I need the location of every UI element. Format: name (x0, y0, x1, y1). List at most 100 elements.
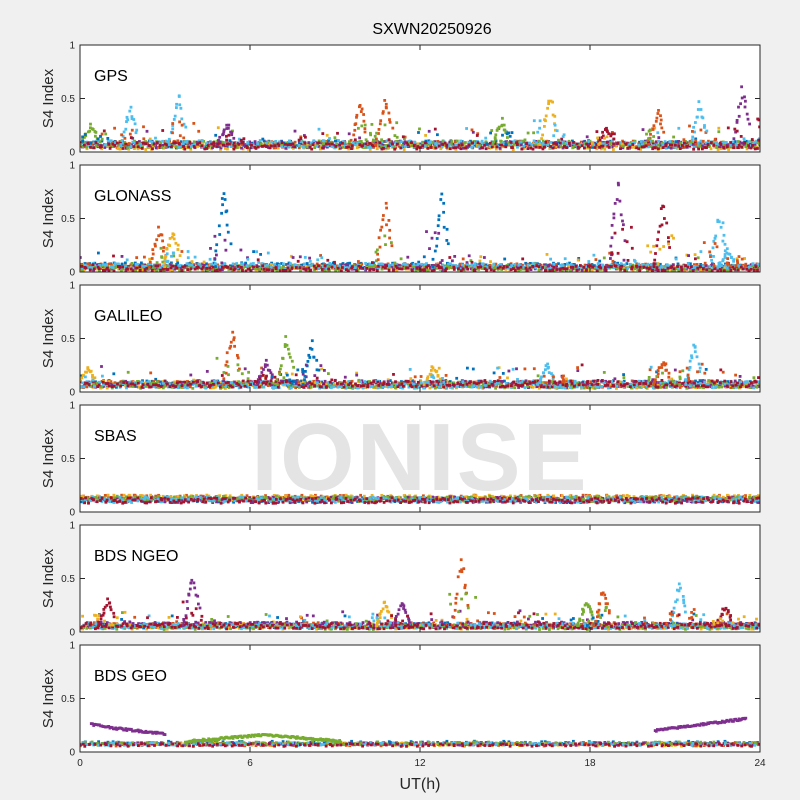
data-point (190, 263, 194, 267)
data-point (470, 260, 474, 264)
data-point (147, 267, 150, 270)
data-point (504, 145, 508, 149)
data-point (279, 266, 282, 269)
data-point (455, 376, 459, 380)
data-point (273, 141, 277, 145)
data-point (350, 144, 354, 148)
data-point (218, 268, 222, 272)
data-point (115, 385, 118, 389)
data-point (441, 382, 445, 386)
data-point (657, 147, 660, 151)
data-point (694, 121, 697, 124)
data-point (663, 269, 667, 272)
data-point (277, 266, 281, 270)
data-point (230, 133, 234, 137)
data-point (86, 262, 90, 266)
data-point (437, 144, 441, 148)
data-point (616, 261, 619, 265)
data-point (123, 136, 127, 140)
data-point (227, 268, 231, 271)
data-point (212, 144, 216, 147)
data-point (543, 263, 546, 267)
data-point (428, 142, 432, 146)
data-point (652, 265, 656, 269)
data-point (326, 264, 330, 268)
data-point (426, 269, 430, 272)
data-point (309, 141, 313, 145)
data-point (313, 141, 317, 145)
data-point (515, 139, 519, 143)
data-point (391, 142, 394, 146)
data-point (96, 139, 99, 143)
data-point (433, 249, 437, 253)
data-point (262, 139, 266, 143)
data-point (384, 266, 387, 270)
data-point (575, 268, 579, 272)
data-point (149, 371, 153, 375)
data-point (485, 142, 489, 146)
data-point (475, 265, 479, 268)
data-point (480, 146, 484, 149)
data-point (480, 142, 484, 146)
data-point (601, 267, 604, 271)
data-point (437, 366, 441, 370)
data-point (477, 386, 481, 390)
data-point (157, 267, 161, 271)
data-point (520, 147, 524, 151)
data-point (402, 380, 406, 384)
data-point (555, 265, 559, 268)
data-point (155, 261, 159, 264)
data-point (210, 269, 214, 272)
data-point (434, 146, 438, 150)
data-point (257, 261, 260, 264)
data-point (738, 140, 742, 144)
data-point (455, 139, 459, 143)
data-point (228, 139, 232, 142)
data-point (758, 125, 760, 129)
data-point (594, 258, 598, 261)
data-point (721, 221, 725, 225)
data-point (475, 134, 479, 137)
data-point (432, 268, 436, 272)
data-point (113, 262, 117, 265)
data-point (482, 142, 485, 146)
data-point (142, 381, 146, 385)
data-point (212, 386, 215, 390)
data-point (259, 253, 262, 256)
data-point (738, 266, 741, 269)
data-point (416, 142, 420, 146)
data-point (318, 264, 322, 268)
data-point (510, 264, 513, 267)
data-point (401, 135, 405, 139)
data-point (433, 127, 437, 131)
data-point (553, 122, 556, 126)
data-point (189, 145, 193, 148)
data-point (498, 376, 502, 379)
data-point (698, 144, 701, 148)
data-point (152, 380, 156, 383)
data-point (200, 139, 204, 142)
data-point (214, 265, 217, 269)
data-point (500, 140, 503, 143)
data-point (568, 141, 571, 145)
data-point (299, 263, 303, 267)
data-point (133, 147, 136, 150)
data-point (541, 133, 544, 137)
data-point (577, 268, 581, 271)
data-point (223, 198, 227, 201)
data-point (674, 267, 678, 271)
data-point (612, 261, 616, 264)
data-point (498, 146, 502, 150)
data-point (580, 266, 583, 269)
data-point (753, 142, 757, 146)
data-point (649, 250, 653, 254)
data-point (446, 242, 450, 246)
data-point (160, 146, 164, 149)
data-point (719, 143, 723, 146)
data-point (315, 262, 319, 266)
data-point (588, 382, 592, 385)
data-point (214, 133, 218, 137)
data-point (519, 143, 523, 147)
data-point (563, 265, 566, 268)
data-point (466, 366, 469, 370)
